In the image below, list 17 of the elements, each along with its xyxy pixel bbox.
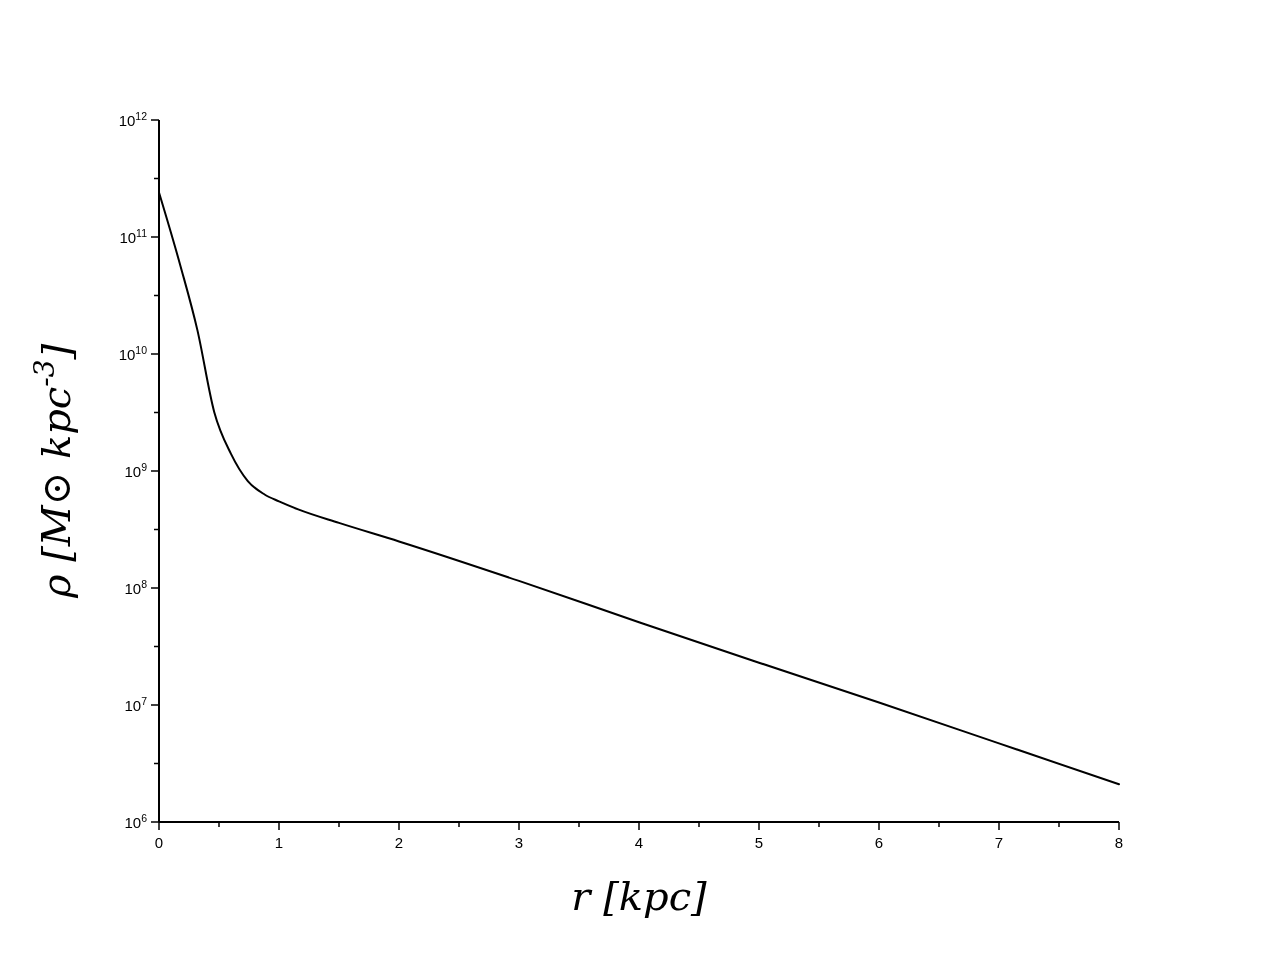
- y-tick-label: 10$^{7}$: [124, 695, 148, 714]
- y-tick-label: 10$^{9}$: [124, 461, 148, 480]
- x-tick-label: 4: [634, 834, 644, 851]
- y-tick-label: 10$^{11}$: [119, 227, 148, 246]
- y-tick-label: 10$^{10}$: [118, 344, 148, 363]
- x-tick-label: 1: [274, 834, 284, 851]
- y-tick-label: 10$^{8}$: [124, 578, 148, 597]
- x-tick-label: 5: [754, 834, 764, 851]
- y-tick-label: 10$^{6}$: [124, 812, 148, 831]
- x-tick-label: 2: [394, 834, 404, 851]
- x-tick-label: 3: [514, 834, 524, 851]
- x-tick-label: 8: [1114, 834, 1124, 851]
- x-tick-label: 7: [994, 834, 1004, 851]
- x-axis-title: r [kpc]: [571, 873, 708, 919]
- x-tick-label: 0: [154, 834, 164, 851]
- y-tick-label: 10$^{12}$: [118, 110, 148, 129]
- x-tick-label: 6: [874, 834, 884, 851]
